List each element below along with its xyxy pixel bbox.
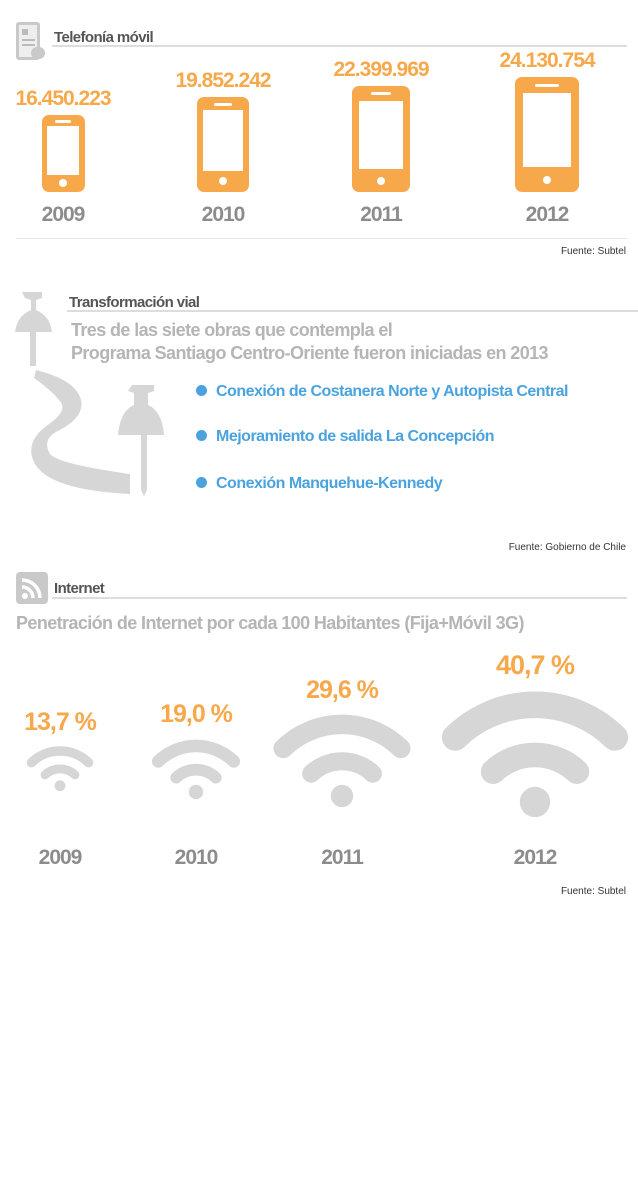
phone-value: 24.130.754 <box>499 49 595 72</box>
road-pushpin-illustration <box>15 292 164 496</box>
internet-subtitle: Penetración de Internet por cada 100 Hab… <box>16 613 524 633</box>
wifi-icon <box>151 739 241 800</box>
source-vial: Fuente: Gobierno de Chile <box>508 542 626 553</box>
internet-year: 2009 <box>38 846 83 869</box>
wifi-icon <box>26 746 94 792</box>
section-title-telefonia: Telefonía móvil <box>54 29 154 46</box>
divider <box>16 238 627 239</box>
vial-item: Mejoramiento de salida La Concepción <box>196 428 495 446</box>
phone-year: 2010 <box>201 203 246 226</box>
phone-year: 2012 <box>525 203 570 226</box>
vial-item: Conexión Manquehue-Kennedy <box>196 475 443 493</box>
phone-year: 2009 <box>41 203 86 226</box>
phone-value: 16.450.223 <box>15 87 111 110</box>
vial-subtitle-line2: Programa Santiago Centro-Oriente fueron … <box>71 343 549 363</box>
mobile-phone-icon <box>16 22 45 60</box>
internet-year: 2011 <box>321 846 364 869</box>
vial-item: Conexión de Costanera Norte y Autopista … <box>196 383 568 401</box>
source-internet: Fuente: Subtel <box>560 886 626 897</box>
divider <box>52 597 627 599</box>
wifi-icon <box>441 691 629 818</box>
internet-value: 19,0 % <box>160 700 233 728</box>
internet-value: 13,7 % <box>24 708 97 736</box>
internet-year: 2010 <box>174 846 219 869</box>
internet-value: 40,7 % <box>495 650 575 680</box>
rss-icon <box>16 572 48 604</box>
bullet-dot <box>196 385 207 396</box>
vial-subtitle-line1: Tres de las siete obras que contempla el <box>71 320 393 340</box>
bullet-dot <box>196 477 207 488</box>
phone-icon <box>41 115 85 192</box>
wifi-icon <box>273 714 411 808</box>
section-title-internet: Internet <box>54 580 105 597</box>
bullet-dot <box>196 430 207 441</box>
phone-value: 19.852.242 <box>175 69 271 92</box>
phone-icon <box>515 77 579 192</box>
phone-year: 2011 <box>360 203 403 226</box>
phone-value: 22.399.969 <box>333 58 429 81</box>
divider <box>52 45 627 47</box>
phone-icon <box>352 86 410 192</box>
divider <box>67 310 638 312</box>
internet-year: 2012 <box>513 846 558 869</box>
phone-icon <box>197 97 249 192</box>
section-title-vial: Transformación vial <box>69 294 200 311</box>
internet-value: 29,6 % <box>306 676 379 704</box>
source-telefonia: Fuente: Subtel <box>560 246 626 257</box>
